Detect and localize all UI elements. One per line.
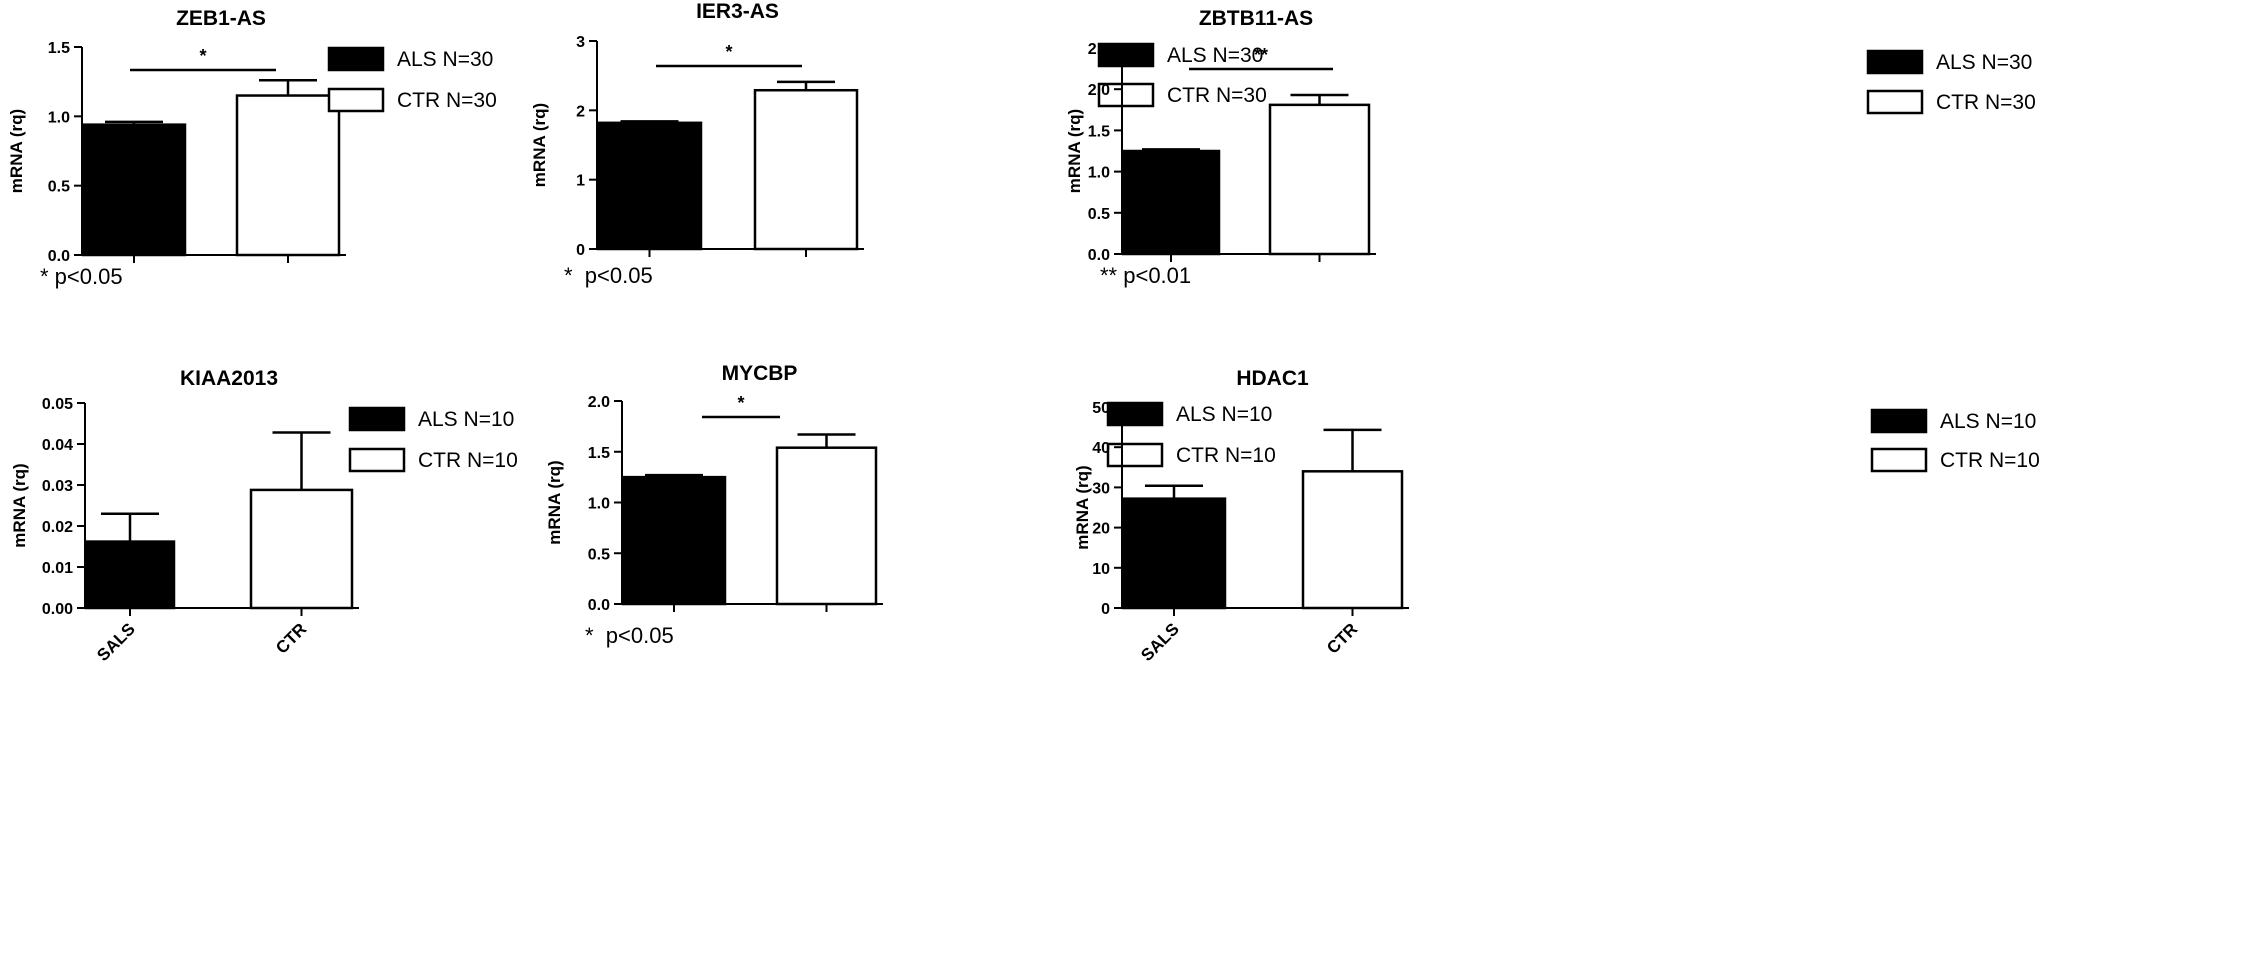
bar: [775, 446, 878, 606]
y-tick-label: 1.0: [48, 109, 70, 126]
significance-marker: *: [737, 393, 744, 413]
y-tick-label: 10: [1092, 561, 1110, 578]
y-tick-label: 0.03: [42, 478, 73, 495]
legend-swatch: [1097, 42, 1155, 68]
chart-panel: IER3-AS mRNA (rq) 0 1 2 3 * * p<0.05 ALS N=30 CTR…: [530, 0, 1267, 288]
y-tick-label: 3: [576, 34, 585, 51]
chart-title: MYCBP: [722, 362, 798, 385]
chart-title: ZBTB11-AS: [1199, 7, 1313, 30]
footnote: * p<0.05: [564, 263, 653, 288]
y-axis-label: mRNA (rq): [7, 109, 26, 193]
bar: [249, 488, 354, 610]
bar: [84, 540, 176, 610]
y-tick-label: 0.0: [588, 597, 610, 614]
y-tick-label: 40: [1092, 440, 1110, 457]
y-tick-label: 1.0: [588, 496, 610, 513]
y-tick-label: 2: [576, 103, 585, 120]
chart-panel: KIAA2013 mRNA (rq) 0.00 0.01 0.02 0.03 0.04 0.0…: [10, 367, 518, 665]
legend-swatch: [327, 46, 385, 72]
legend-swatch: [1097, 82, 1155, 108]
y-tick-label: 0.01: [42, 560, 73, 577]
bar: [1121, 149, 1221, 256]
significance-marker: **: [1254, 45, 1268, 65]
y-tick-label: 30: [1092, 480, 1110, 497]
x-tick-label: CTR: [1323, 619, 1361, 657]
legend-label: ALS N=30: [397, 48, 493, 71]
chart-title: IER3-AS: [696, 0, 779, 23]
y-tick-label: 1.5: [48, 40, 70, 57]
y-tick-label: 0.0: [1088, 247, 1110, 264]
x-tick-label: CTR: [272, 619, 310, 657]
bar: [621, 475, 727, 606]
chart-title: KIAA2013: [180, 367, 278, 390]
footnote: ** p<0.01: [1100, 263, 1191, 288]
legend-label: ALS N=30: [1167, 44, 1263, 67]
y-tick-label: 1.0: [1088, 165, 1110, 182]
legend-label: CTR N=30: [1167, 84, 1267, 107]
legend-label: CTR N=30: [397, 89, 497, 112]
y-tick-label: 0.0: [48, 248, 70, 265]
legend-label: CTR N=10: [1940, 449, 2040, 472]
chart-title: HDAC1: [1236, 367, 1309, 390]
y-axis-label: mRNA (rq): [530, 103, 549, 187]
significance-marker: *: [199, 46, 206, 66]
chart-panel: ZEB1-AS mRNA (rq) 0.0 0.5 1.0 1.5 * * p<0.05 ALS…: [7, 7, 497, 289]
y-tick-label: 0.05: [42, 396, 73, 413]
x-tick-label: SALS: [1137, 619, 1182, 664]
x-tick-label: SALS: [93, 619, 138, 664]
y-tick-label: 0.00: [42, 601, 73, 618]
y-axis-label: mRNA (rq): [1065, 109, 1084, 193]
y-tick-label: 2.5: [1088, 41, 1110, 58]
bar: [81, 123, 187, 257]
y-tick-label: 1.5: [1088, 123, 1110, 140]
y-tick-label: 0.5: [48, 179, 70, 196]
chart-panel: ZBTB11-AS mRNA (rq) 0.0 0.5 1.0 1.5 2.0 2.5 ** **…: [1065, 7, 2036, 288]
y-axis-label: mRNA (rq): [10, 463, 29, 547]
bar: [596, 121, 703, 251]
legend-label: CTR N=10: [1176, 444, 1276, 467]
legend-label: ALS N=10: [1176, 403, 1272, 426]
legend-swatch: [348, 406, 406, 432]
legend-label: CTR N=30: [1936, 91, 2036, 114]
chart-title: ZEB1-AS: [176, 7, 266, 30]
significance-marker: *: [725, 42, 732, 62]
y-tick-label: 0: [1101, 601, 1110, 618]
chart-panel: MYCBP mRNA (rq) 0.0 0.5 1.0 1.5 2.0 * * p<0.05 AL…: [545, 362, 1276, 648]
footnote: * p<0.05: [585, 623, 674, 648]
y-tick-label: 2.0: [588, 394, 610, 411]
legend-swatch: [348, 447, 406, 473]
chart-panel: HDAC1 mRNA (rq) 0 10 20 30 40 50 SALS CTR ALS N=10…: [1073, 367, 2040, 665]
y-tick-label: 0.02: [42, 519, 73, 536]
footnote: * p<0.05: [40, 264, 123, 289]
legend-swatch: [327, 87, 385, 113]
y-axis-label: mRNA (rq): [1073, 465, 1092, 549]
bar: [753, 88, 859, 251]
bar: [235, 94, 341, 257]
y-tick-label: 0: [576, 242, 585, 259]
legend-swatch: [1870, 408, 1928, 434]
y-tick-label: 2.0: [1088, 82, 1110, 99]
bar: [1301, 470, 1404, 610]
bar: [1268, 103, 1371, 256]
legend-swatch: [1866, 89, 1924, 115]
legend-label: ALS N=10: [1940, 410, 2036, 433]
legend-label: ALS N=30: [1936, 51, 2032, 74]
legend-label: CTR N=10: [418, 449, 518, 472]
y-tick-label: 1.5: [588, 445, 610, 462]
y-tick-label: 0.5: [588, 546, 610, 563]
y-tick-label: 20: [1092, 521, 1110, 538]
y-tick-label: 0.5: [1088, 206, 1110, 223]
y-tick-label: 50: [1092, 400, 1110, 417]
bar: [1121, 497, 1227, 610]
legend-label: ALS N=10: [418, 408, 514, 431]
y-axis-label: mRNA (rq): [545, 460, 564, 544]
legend-swatch: [1870, 447, 1928, 473]
legend-swatch: [1866, 49, 1924, 75]
y-tick-label: 0.04: [42, 437, 73, 454]
y-tick-label: 1: [576, 173, 585, 190]
